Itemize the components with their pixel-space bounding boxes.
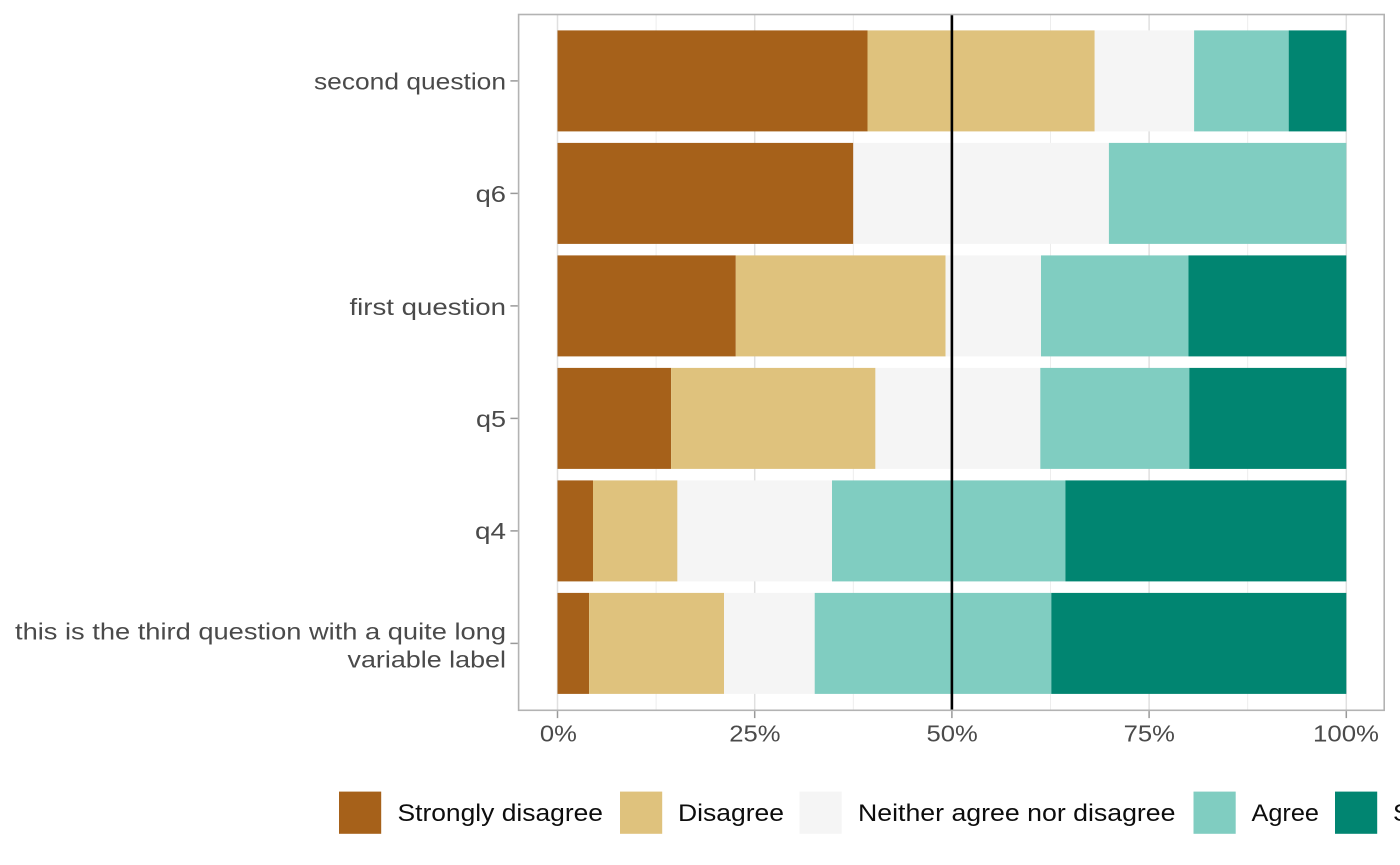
svg-text:0%: 0% bbox=[540, 720, 577, 746]
svg-text:Neither agree nor disagree: Neither agree nor disagree bbox=[858, 800, 1176, 827]
svg-text:q6: q6 bbox=[476, 181, 506, 207]
svg-text:25%: 25% bbox=[729, 720, 780, 746]
svg-text:Disagree: Disagree bbox=[678, 800, 784, 827]
svg-text:Strongly agree: Strongly agree bbox=[1393, 800, 1400, 827]
svg-text:50%: 50% bbox=[927, 720, 978, 746]
svg-text:Agree: Agree bbox=[1252, 800, 1320, 827]
svg-text:second question: second question bbox=[314, 69, 506, 95]
svg-text:100%: 100% bbox=[1313, 720, 1379, 746]
svg-text:q4: q4 bbox=[475, 518, 506, 544]
svg-text:75%: 75% bbox=[1124, 720, 1175, 746]
svg-text:Strongly disagree: Strongly disagree bbox=[398, 800, 604, 827]
svg-text:this is the third question wit: this is the third question with a quite … bbox=[15, 619, 506, 645]
svg-text:variable label: variable label bbox=[348, 646, 507, 672]
svg-text:first question: first question bbox=[350, 294, 507, 320]
svg-text:q5: q5 bbox=[476, 406, 506, 432]
